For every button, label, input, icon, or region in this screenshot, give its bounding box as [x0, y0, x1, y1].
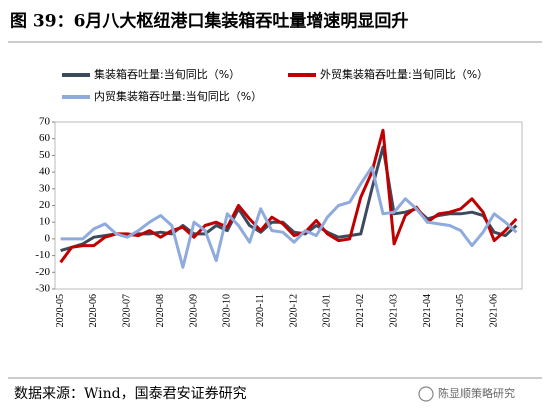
source: 数据来源：Wind，国泰君安证券研究 — [14, 386, 247, 402]
legend-label: 内贸集装箱吞吐量:当旬同比（%） — [94, 89, 262, 103]
y-tick-label: 20 — [39, 199, 51, 211]
legend-label: 集装箱吞吐量:当旬同比（%） — [94, 67, 240, 81]
chart-title: 图 39：6月八大枢纽港口集装箱吞吐量增速明显回升 — [10, 11, 408, 32]
y-tick-label: -30 — [35, 283, 50, 295]
x-tick-label: 2020-07 — [122, 294, 133, 327]
watermark-icon — [418, 386, 434, 402]
plot-frame — [54, 121, 523, 290]
y-tick-label: 10 — [39, 216, 51, 228]
x-tick-label: 2020-08 — [155, 294, 166, 327]
y-tick-label: 40 — [39, 166, 51, 178]
y-tick-label: 60 — [39, 132, 51, 144]
y-tick-label: -10 — [35, 249, 50, 261]
y-tick-label: 30 — [39, 182, 51, 194]
x-tick-label: 2020-10 — [222, 294, 233, 327]
y-tick-label: 0 — [45, 232, 51, 244]
watermark: 陈显顺策略研究 — [438, 386, 515, 400]
series-line — [59, 128, 518, 264]
series-line — [60, 165, 518, 269]
y-tick-label: 70 — [39, 116, 51, 128]
x-tick-label: 2021-03 — [388, 294, 399, 327]
y-tick-label: -20 — [35, 266, 50, 278]
x-tick-label: 2020-09 — [188, 294, 199, 327]
legend-label: 外贸集装箱吞吐量:当旬同比（%） — [320, 67, 488, 81]
x-tick-label: 2020-06 — [88, 294, 99, 327]
x-tick-label: 2021-06 — [488, 294, 499, 327]
x-tick-label: 2021-02 — [355, 294, 366, 327]
y-tick-label: 50 — [39, 149, 51, 161]
x-tick-label: 2021-04 — [422, 294, 433, 327]
x-tick-label: 2020-12 — [288, 294, 299, 327]
x-tick-label: 2020-11 — [255, 294, 266, 327]
x-tick-label: 2020-05 — [55, 294, 66, 327]
x-tick-label: 2021-05 — [455, 294, 466, 327]
x-tick-label: 2021-01 — [322, 294, 333, 327]
